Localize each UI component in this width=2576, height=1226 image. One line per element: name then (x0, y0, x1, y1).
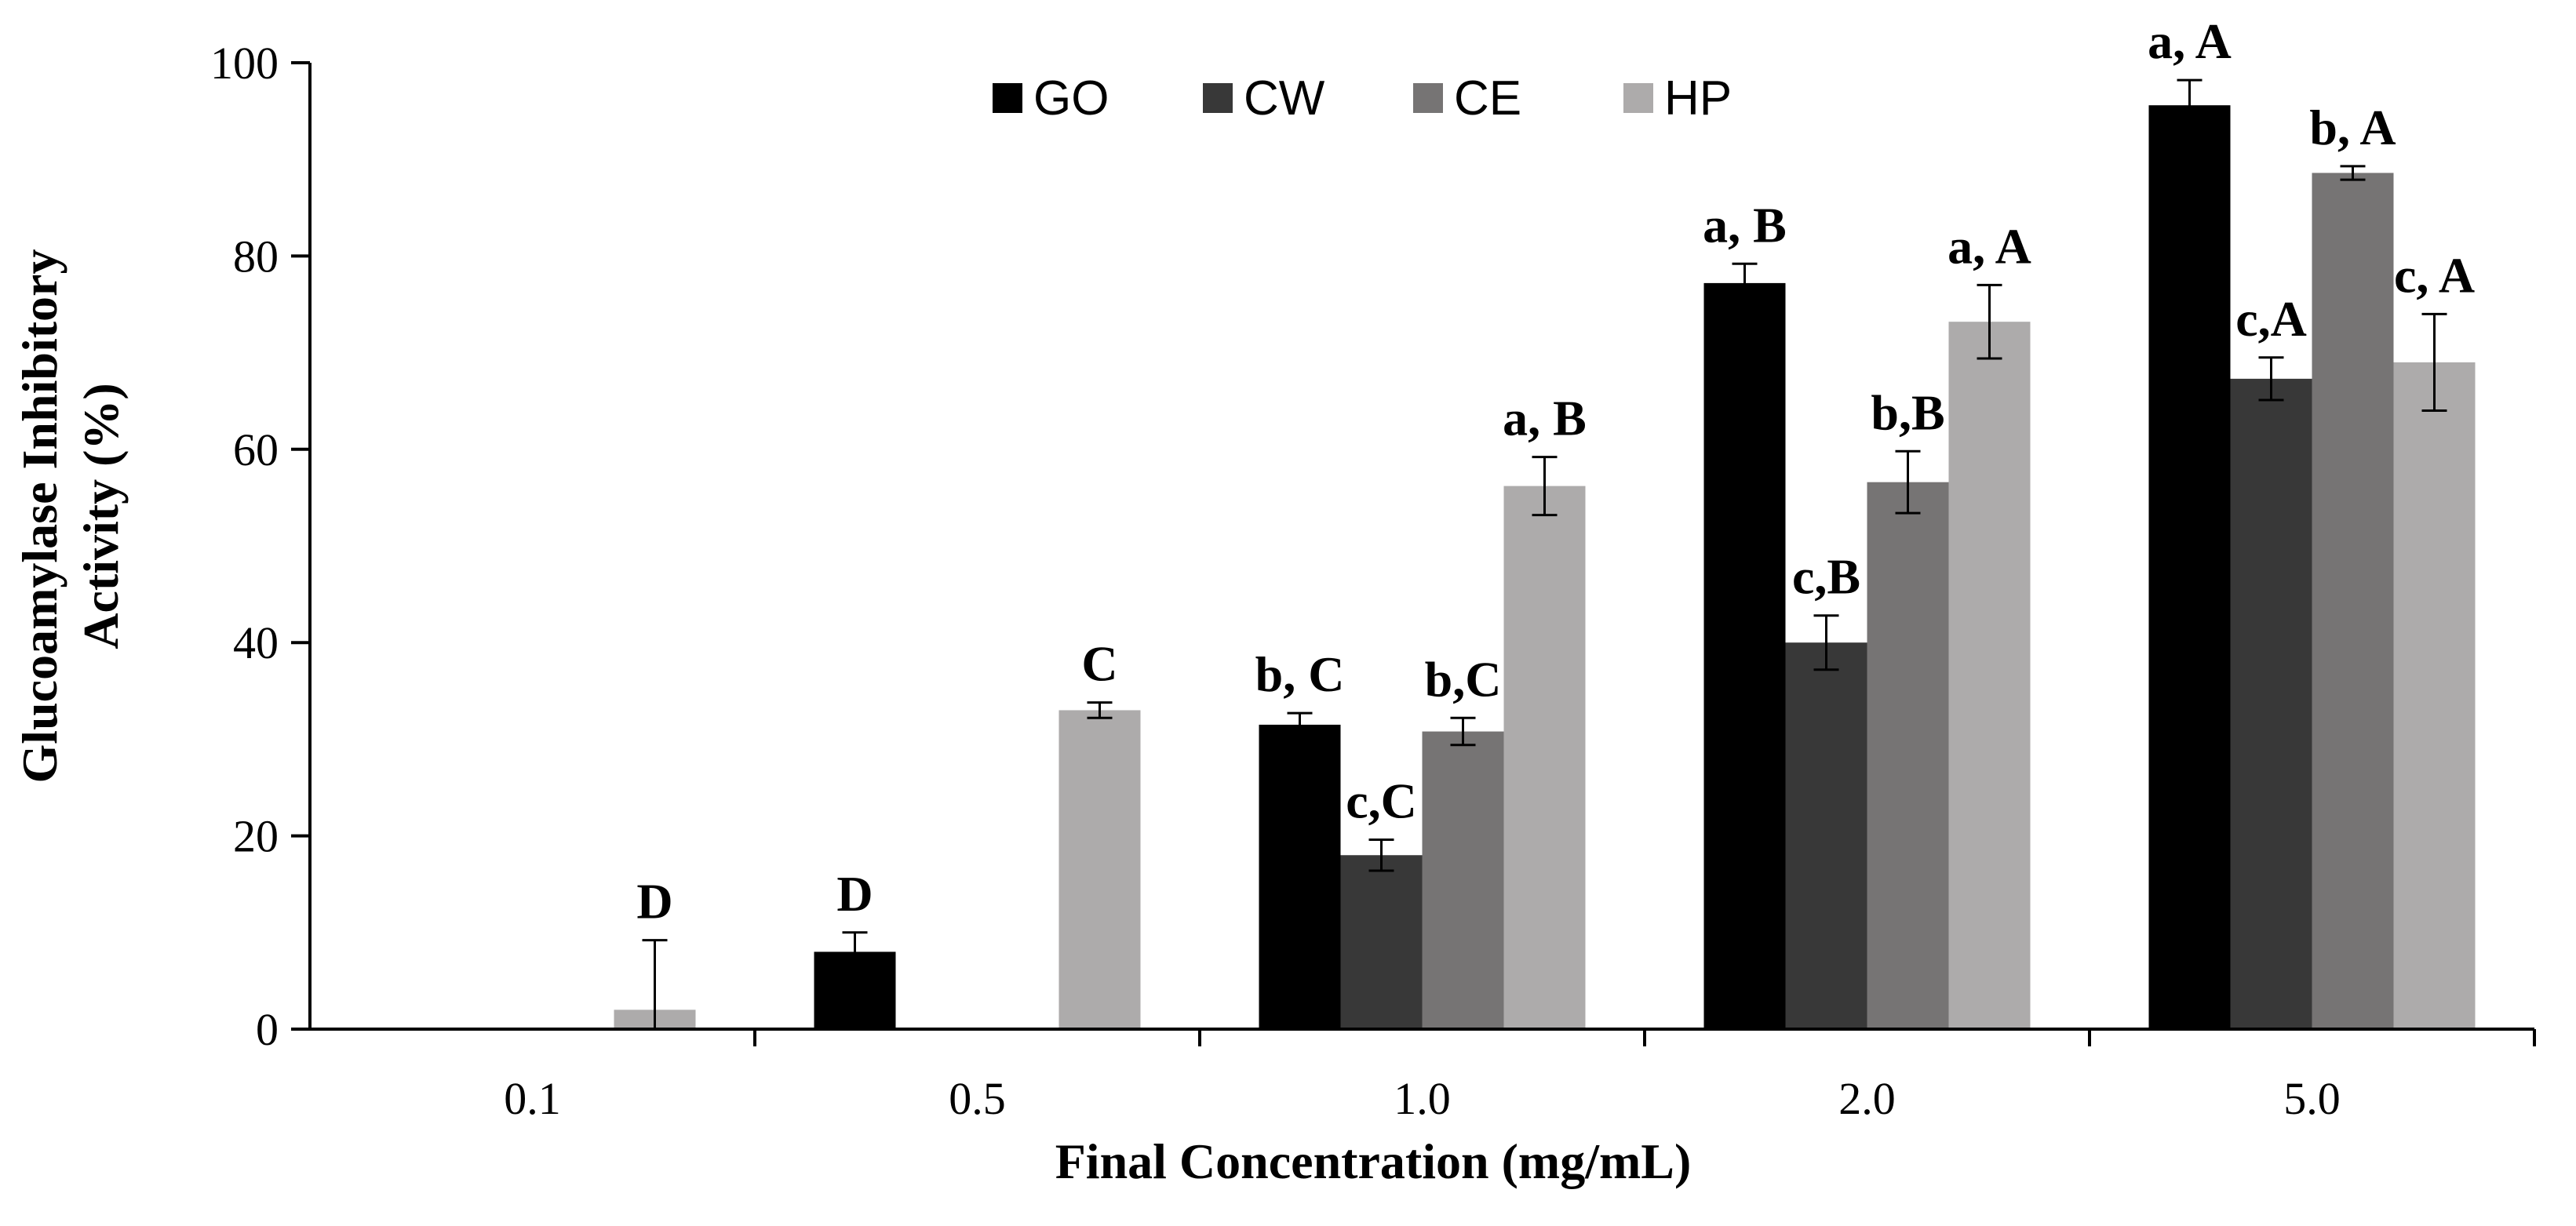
legend-swatch-cw (1203, 83, 1233, 113)
y-axis-title-line-1: Glucoamylase Inhibitory (12, 249, 67, 784)
bar-go (2148, 105, 2231, 1029)
bar-cw (2230, 378, 2312, 1029)
legend-swatch-hp (1623, 83, 1653, 113)
data-label: c, A (2394, 247, 2475, 303)
y-axis-title: Glucoamylase Inhibitory Activity (%) (12, 249, 129, 784)
x-axis-title: Final Concentration (mg/mL) (1055, 1133, 1692, 1189)
y-tick-label: 100 (210, 38, 279, 89)
legend-label-cw: CW (1244, 71, 1325, 126)
bar-ce (1422, 731, 1504, 1029)
legend-label-hp: HP (1664, 71, 1732, 126)
legend-swatch-ce (1413, 83, 1443, 113)
bar-go (1703, 282, 1786, 1029)
data-label: b,B (1871, 384, 1944, 440)
bar-hp (1948, 322, 2031, 1029)
y-axis-title-line-2: Activity (%) (73, 383, 129, 649)
y-tick-label: 40 (233, 617, 279, 668)
bar-hp (2393, 362, 2476, 1029)
data-label: a, A (2148, 13, 2232, 69)
axes-layer: 0.1 0.5 1.0 2.0 5.0 (308, 63, 2536, 1124)
bar-ce (2312, 173, 2394, 1029)
legend-swatch-go (993, 83, 1022, 113)
y-tick-label: 60 (233, 424, 279, 475)
data-label: C (1081, 636, 1117, 692)
y-tick-label: 20 (233, 811, 279, 862)
x-tick-label: 5.0 (2283, 1073, 2341, 1124)
x-tick-label: 1.0 (1394, 1073, 1451, 1124)
y-tick-label: 0 (256, 1004, 279, 1055)
y-tick-label: 80 (233, 231, 279, 282)
data-label: c,B (1792, 549, 1860, 605)
bar-ce (1867, 482, 1949, 1029)
bar-cw (1785, 642, 1867, 1029)
data-label: a, A (1947, 218, 2031, 274)
x-tick-label: 2.0 (1838, 1073, 1896, 1124)
data-label: D (636, 874, 672, 930)
x-tick-label: 0.1 (504, 1073, 561, 1124)
bar-hp (1503, 486, 1586, 1029)
data-label: b, C (1255, 646, 1345, 702)
data-label: c,C (1346, 773, 1417, 829)
legend-label-ce: CE (1454, 71, 1521, 126)
x-tick-label: 0.5 (949, 1073, 1006, 1124)
y-axis-ticks-layer: 0 20 40 60 80 100 (210, 38, 310, 1055)
data-label: c,A (2235, 291, 2307, 347)
bars-layer: Db, C a, B a, A c,C c,B c,A b,C b,B b, A D Ca, B a,… (614, 13, 2476, 1031)
data-label: a, B (1703, 197, 1787, 253)
legend-label-go: GO (1033, 71, 1109, 126)
bar-hp (1058, 710, 1141, 1029)
data-label: a, B (1503, 391, 1587, 446)
legend: GO CW CE HP (993, 71, 1732, 126)
data-label: b, A (2309, 100, 2396, 155)
bar-cw (1340, 855, 1423, 1029)
bar-go (1259, 724, 1341, 1029)
data-label: D (836, 866, 873, 922)
data-label: b,C (1425, 651, 1502, 707)
